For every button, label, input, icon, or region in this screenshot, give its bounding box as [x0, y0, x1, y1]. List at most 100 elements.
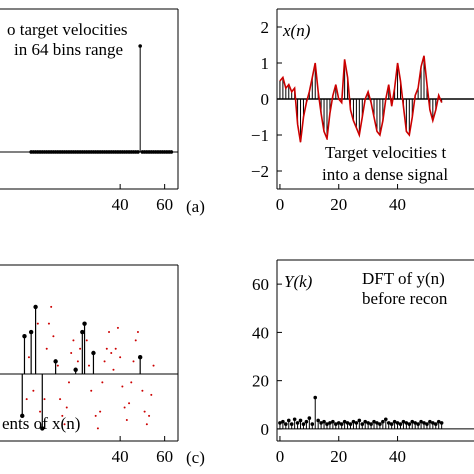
panel-d-point [425, 422, 429, 426]
panel-d-ytick-label-40: 40 [252, 323, 269, 342]
panel-c-red-point [103, 360, 106, 363]
panel-a-annotation-1: o target velocities [7, 20, 128, 39]
panel-d-point [328, 421, 332, 425]
panel-c-red-point [27, 356, 30, 359]
panel-c-red-point [121, 385, 124, 388]
panel-d-point [381, 419, 385, 424]
panel-c-red-point [125, 419, 128, 422]
panel-c-point [137, 354, 143, 360]
panel-c-point [82, 321, 87, 326]
panel-d-point [389, 422, 394, 426]
panel-c-red-point [119, 356, 122, 359]
panel-d-point [339, 422, 344, 426]
panel-c-red-point [52, 335, 55, 338]
panel-d-point [345, 421, 350, 425]
panel-c-red-point [114, 347, 117, 350]
panel-b-annotation-1: Target velocities t [325, 143, 447, 162]
panel-d-point [325, 422, 329, 426]
panel-d-point [392, 419, 397, 424]
panel-c-red-point [70, 352, 73, 354]
panel-d-point [366, 421, 370, 425]
panel-c-xtick-label-40: 40 [112, 447, 129, 466]
panel-b: x(n) 0 20 40 −2 −1 0 1 2 Target velocities t in… [251, 8, 474, 214]
panel-c: 40 60 ents of x(n) (c) [0, 264, 205, 467]
panel-d-point [422, 421, 426, 425]
panel-d-point [398, 422, 403, 426]
panel-c-point [20, 413, 25, 419]
panel-c-red-point [32, 389, 35, 392]
panel-c-red-point [108, 331, 111, 334]
panel-d-annotation-2: before recon [362, 289, 448, 308]
panel-a-label: (a) [186, 197, 205, 216]
panel-d-point [289, 422, 294, 426]
panel-d-point [307, 416, 312, 420]
panel-d-point [278, 421, 282, 425]
panel-d-point [281, 419, 285, 424]
panel-b-annotation-bg [318, 140, 474, 184]
panel-b-ylabel: x(n) [282, 21, 311, 40]
panel-c-point [22, 334, 27, 339]
panel-d-point [284, 422, 288, 426]
panel-a-point [138, 44, 142, 48]
panel-d-point [375, 421, 379, 425]
panel-c-red-point [130, 381, 133, 384]
panel-c-red-point [152, 364, 155, 367]
panel-d-point [354, 421, 359, 425]
panel-d-xtick-label-40: 40 [389, 447, 406, 466]
panel-d-point [439, 421, 444, 425]
panel-a: o target velocities in 64 bins range 40 6… [0, 8, 205, 216]
panel-c-red-point [94, 414, 97, 417]
panel-b-xtick-label-20: 20 [330, 195, 347, 214]
panel-c-red-point [110, 352, 113, 354]
panel-b-xtick-label-0: 0 [276, 195, 285, 214]
panel-c-red-point [134, 339, 137, 342]
panel-c-red-point [45, 347, 48, 350]
panel-c-red-point [39, 410, 42, 413]
panel-d-point [404, 421, 409, 425]
panel-d-annotation-1: DFT of y(n) [362, 269, 445, 288]
panel-d-point [413, 421, 417, 425]
panel-c-red-point [143, 410, 146, 413]
panel-d-point [407, 422, 412, 426]
panel-b-ytick-label--1: −1 [251, 126, 269, 145]
panel-d-point [431, 421, 435, 425]
panel-c-red-point [25, 398, 28, 401]
panel-d-point [292, 417, 297, 422]
panel-c-red-point [132, 360, 135, 363]
panel-c-red-point [67, 381, 70, 384]
panel-c-red-point [112, 368, 115, 371]
panel-d-ylabel: Y(k) [284, 272, 313, 291]
panel-d-point [298, 418, 303, 423]
panel-d-xtick-label-0: 0 [276, 447, 285, 466]
panel-c-red-point [90, 389, 93, 392]
panel-c-red-point [63, 423, 66, 426]
panel-c-red-point [123, 406, 126, 409]
panel-d-point [428, 419, 432, 424]
panel-b-annotation-2: into a dense signal [322, 165, 448, 184]
panel-c-xtick-label-60: 60 [156, 447, 173, 466]
panel-d-ytick-label-20: 20 [252, 372, 269, 391]
panel-d-point [433, 422, 438, 426]
panel-d-point [295, 421, 300, 425]
panel-c-red-point [36, 322, 39, 325]
panel-d-point [386, 421, 391, 425]
panel-b-ytick-label-0: 0 [261, 90, 270, 109]
panel-d-point [286, 418, 291, 423]
panel-d: Y(k) DFT of y(n) before recon 0 20 40 0 20 40… [252, 259, 474, 466]
panel-d-point [401, 419, 406, 424]
panel-b-xtick-label-40: 40 [389, 195, 406, 214]
panel-c-red-point [50, 305, 53, 308]
panel-d-point [348, 422, 353, 426]
panel-c-red-point [47, 322, 50, 325]
panel-a-annotation-2: in 64 bins range [14, 40, 123, 59]
panel-d-ytick-label-0: 0 [261, 420, 270, 439]
panel-d-point [304, 419, 309, 424]
panel-c-red-point [72, 339, 75, 342]
panel-a-point [169, 150, 174, 154]
panel-d-point [310, 422, 315, 426]
panel-d-point [419, 419, 423, 424]
panel-c-label: (c) [186, 448, 205, 467]
panel-b-ytick-label-1: 1 [261, 54, 270, 73]
panel-c-red-point [116, 326, 119, 329]
panel-d-point [369, 422, 373, 426]
